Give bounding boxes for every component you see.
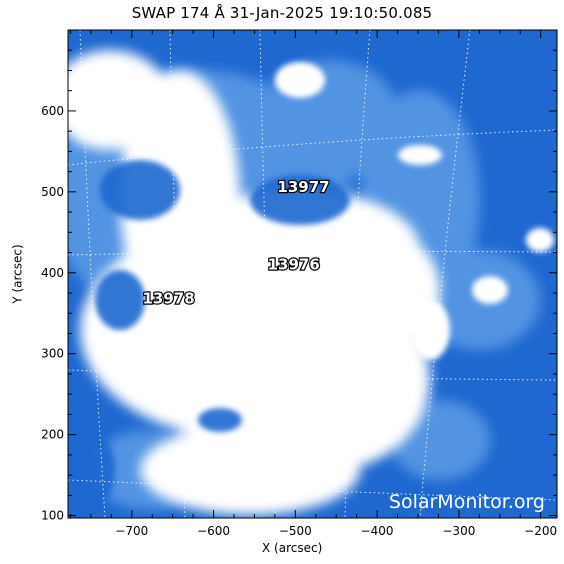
y-tick-label: 600 <box>41 104 64 118</box>
x-axis-label: X (arcsec) <box>262 541 323 555</box>
plot-frame <box>67 29 558 519</box>
x-tick-label: −600 <box>197 524 230 538</box>
active-region-label: 13976 <box>268 256 320 274</box>
x-tick-label: −700 <box>115 524 148 538</box>
active-region-label: 13977 <box>277 178 329 196</box>
x-tick-label: −400 <box>361 524 394 538</box>
y-tick-label: 200 <box>41 428 64 442</box>
heliographic-grid <box>68 30 557 518</box>
active-region-labels: 13977 13976 13978 <box>141 177 331 309</box>
watermark: SolarMonitor.org <box>389 491 545 513</box>
x-tick-label: −300 <box>442 524 475 538</box>
y-tick-label: 100 <box>41 509 64 523</box>
x-tick-label: −200 <box>524 524 557 538</box>
y-tick-label: 300 <box>41 347 64 361</box>
x-tick-label: −500 <box>279 524 312 538</box>
active-region-label: 13978 <box>142 290 194 308</box>
image-title: SWAP 174 Å 31-Jan-2025 19:10:50.085 <box>131 4 433 22</box>
y-tick-label: 500 <box>41 185 64 199</box>
y-axis-label: Y (arcsec) <box>10 244 25 304</box>
axis-ticks: −700 −600 −500 −400 −300 −200 100 200 300 400 500 6… <box>41 29 557 538</box>
euv-image <box>68 30 557 518</box>
y-tick-label: 400 <box>41 266 64 280</box>
